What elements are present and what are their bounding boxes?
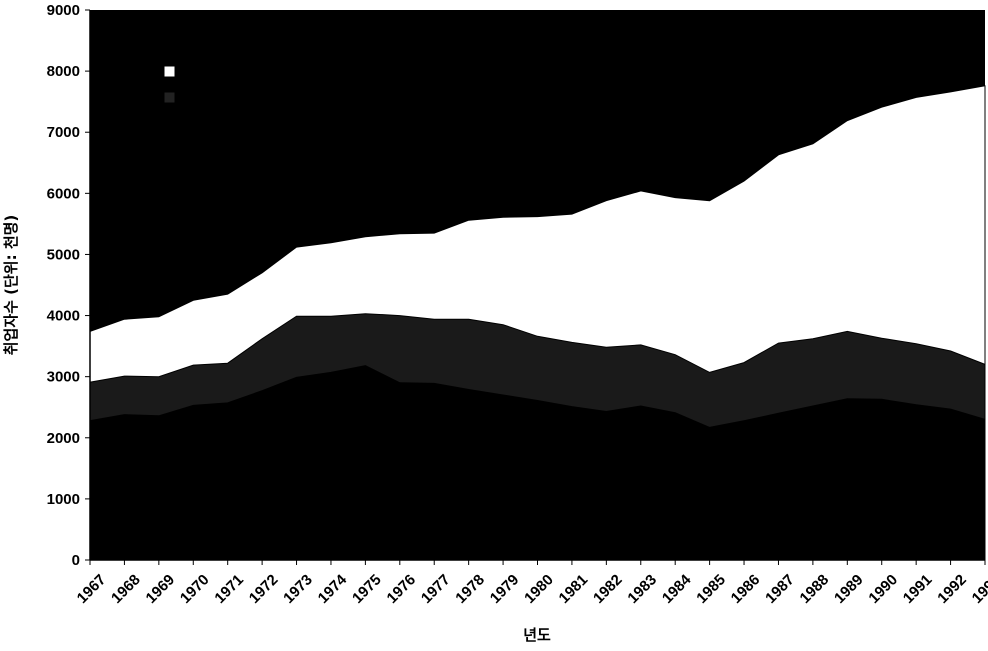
y-tick-label: 0 <box>72 552 80 569</box>
y-tick-label: 8000 <box>47 63 80 80</box>
x-tick-label: 1984 <box>659 571 695 607</box>
y-tick-label: 3000 <box>47 369 80 386</box>
x-tick-label: 1982 <box>590 571 626 607</box>
x-tick-label: 1987 <box>762 571 798 607</box>
x-axis-title: 년도 <box>523 626 551 644</box>
legend-label-service: 서비스업 <box>178 65 230 81</box>
legend-swatch-agri <box>163 116 176 129</box>
x-tick-label: 1976 <box>384 571 420 607</box>
x-tick-label: 1983 <box>624 571 660 607</box>
x-tick-label: 1973 <box>280 571 316 607</box>
x-tick-label: 1988 <box>797 571 833 607</box>
legend-label-agri: 농림어업 <box>178 115 230 132</box>
y-tick-label: 1000 <box>47 491 80 508</box>
x-tick-label: 1991 <box>900 571 936 607</box>
x-tick-label: 1985 <box>693 571 729 607</box>
x-tick-label: 1971 <box>211 571 247 607</box>
x-tick-label: 1990 <box>865 571 901 607</box>
x-tick-label: 1981 <box>556 571 592 607</box>
x-tick-label: 1974 <box>315 571 351 607</box>
legend-swatch-service <box>163 65 176 78</box>
x-tick-label: 1980 <box>521 571 557 607</box>
y-axis-ticks: 0 1000 2000 3000 4000 5000 6000 7000 8000 9000 <box>47 2 90 569</box>
x-tick-label: 1992 <box>934 571 970 607</box>
y-tick-label: 5000 <box>47 246 80 263</box>
y-tick-label: 7000 <box>47 124 80 141</box>
y-tick-label: 9000 <box>47 2 80 19</box>
x-tick-label: 1970 <box>177 571 213 607</box>
legend: 서비스업 광공업 농림어업 <box>163 65 230 132</box>
x-tick-label: 1968 <box>108 571 144 607</box>
y-tick-label: 6000 <box>47 185 80 202</box>
x-tick-label: 1969 <box>143 571 179 607</box>
legend-label-mining: 광공업 <box>178 90 217 107</box>
x-tick-label: 1989 <box>831 571 867 607</box>
legend-swatch-mining <box>163 91 176 104</box>
area-series-2 <box>89 365 986 561</box>
x-axis-ticks: 1967196819691970197119721973197419751976… <box>74 560 988 607</box>
x-tick-label: 1978 <box>452 571 488 607</box>
y-tick-label: 4000 <box>47 308 80 325</box>
x-tick-label: 1993 <box>969 571 988 607</box>
x-tick-label: 1977 <box>418 571 454 607</box>
x-tick-label: 1972 <box>246 571 282 607</box>
y-tick-label: 2000 <box>47 430 80 447</box>
x-tick-label: 1986 <box>728 571 764 607</box>
y-axis-title: 취업자수 (단위: 천명) <box>2 215 20 356</box>
x-tick-label: 1979 <box>487 571 523 607</box>
x-tick-label: 1975 <box>349 571 385 607</box>
area-layers <box>89 85 986 561</box>
x-tick-label: 1967 <box>74 571 110 607</box>
